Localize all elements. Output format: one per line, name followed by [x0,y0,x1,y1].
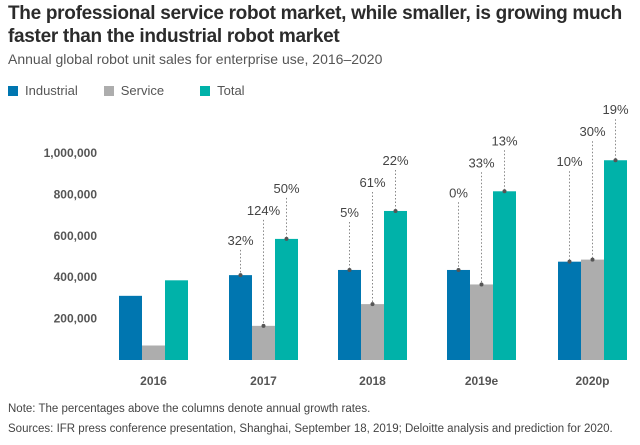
bar-total-2017 [275,238,298,360]
growth-label-industrial: 0% [449,185,468,200]
leader-dot [261,323,266,328]
legend-swatch-total [200,85,211,96]
growth-label-service: 33% [468,155,494,170]
bar-industrial-2020p [558,261,581,360]
x-tick-label: 2019e [465,374,499,388]
bar-total-2016 [165,280,188,360]
legend-item-service: Service [103,83,165,98]
legend: Industrial Service Total [8,83,271,98]
x-tick-label: 2020p [575,374,609,388]
bar-industrial-2016 [119,295,142,360]
bar-service-2020p [581,259,604,360]
legend-item-total: Total [200,83,245,98]
x-tick-label: 2017 [250,374,277,388]
leader-dot [238,273,243,278]
growth-label-total: 50% [273,181,299,196]
source-note: Sources: IFR press conference presentati… [8,423,613,435]
leader-dot [347,267,352,272]
growth-label-service: 30% [579,124,605,139]
bar-industrial-2019e [447,269,470,360]
y-tick-label: 600,000 [54,229,98,243]
bar-total-2019e [493,191,516,360]
leader-dot [567,259,572,264]
legend-label-total: Total [217,83,245,98]
x-tick-label: 2016 [140,374,167,388]
leader-dot [613,158,618,163]
bar-industrial-2017 [229,275,252,360]
legend-swatch-service [103,85,114,96]
legend-item-industrial: Industrial [8,83,78,98]
chart-subtitle: Annual global robot unit sales for enter… [8,51,383,67]
bar-industrial-2018 [338,269,361,360]
bar-service-2018 [361,304,384,360]
y-tick-label: 800,000 [54,187,98,201]
footnote: Note: The percentages above the columns … [8,403,371,415]
bar-total-2018 [384,210,407,360]
bar-chart: 200,000 400,000 600,000 800,000 1,000,000 201… [44,102,629,388]
leader-dot [502,189,507,194]
growth-label-total: 13% [491,133,517,148]
y-tick-label: 1,000,000 [44,146,98,160]
chart-title: The professional service robot market, w… [8,3,622,47]
leader-dot [370,302,375,307]
legend-label-industrial: Industrial [25,83,78,98]
leader-dot [479,282,484,287]
growth-label-industrial: 5% [340,205,359,220]
bar-service-2017 [252,325,275,360]
legend-swatch-industrial [8,85,18,96]
y-tick-label: 200,000 [54,312,98,326]
legend-label-service: Service [120,83,165,98]
growth-label-service: 61% [359,175,385,190]
leader-dot [456,267,461,272]
bar-total-2020p [604,160,627,360]
growth-label-total: 19% [602,102,628,117]
y-tick-label: 400,000 [54,270,98,284]
leader-dot [590,257,595,262]
bar-service-2019e [470,284,493,360]
leader-dot [284,236,289,241]
growth-label-industrial: 10% [556,154,582,169]
growth-label-service: 124% [247,203,281,218]
growth-label-industrial: 32% [227,233,253,248]
leader-dot [393,208,398,213]
growth-label-total: 22% [382,153,408,168]
x-tick-label: 2018 [359,374,386,388]
bar-service-2016 [142,345,165,360]
